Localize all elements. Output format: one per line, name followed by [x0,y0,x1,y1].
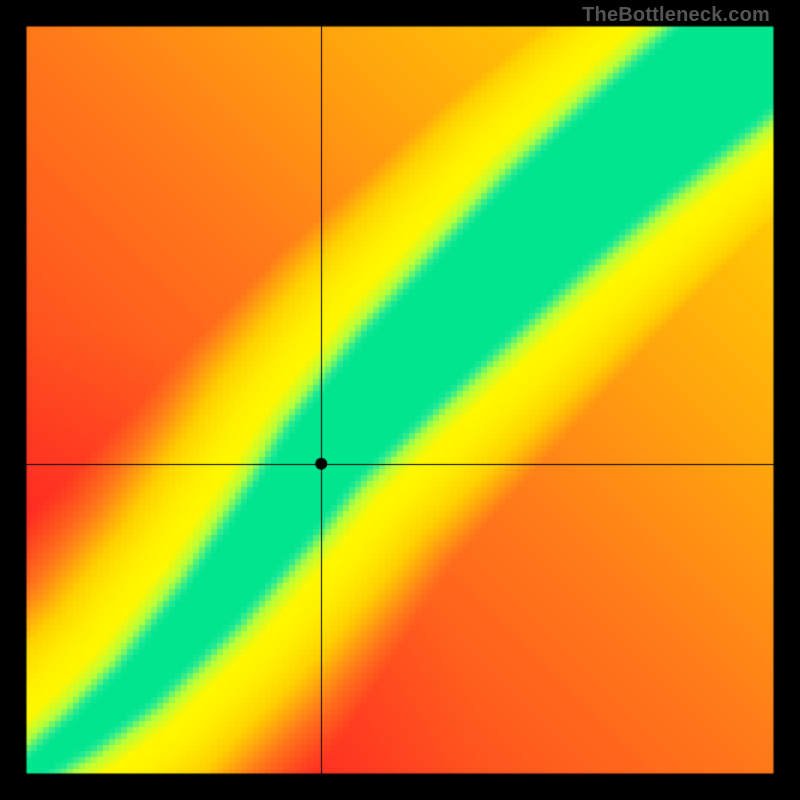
heatmap-canvas [0,0,800,800]
chart-container: TheBottleneck.com [0,0,800,800]
watermark-text: TheBottleneck.com [582,4,770,27]
